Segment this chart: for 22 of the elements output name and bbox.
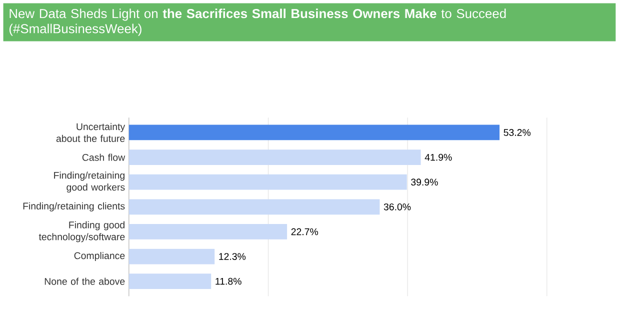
y-tick-label: Uncertainty about the future	[56, 122, 126, 142]
data-label: 22.7%	[291, 228, 318, 236]
bar	[128, 150, 421, 165]
bar	[128, 124, 500, 140]
data-label: 41.9%	[424, 154, 452, 161]
bar	[128, 199, 380, 215]
data-label: 12.3%	[219, 253, 246, 260]
bar	[128, 224, 288, 240]
y-tick-label: None of the above	[44, 278, 125, 285]
bar	[128, 274, 212, 289]
data-label: 53.2%	[504, 129, 531, 136]
chart-title: New Data Sheds Light on the Sacrifices Small Business Owners Make to Succeed (#SmallBusinessWeek)	[9, 8, 506, 36]
bar	[128, 248, 215, 264]
y-tick-label: Finding good technology/software	[38, 221, 125, 242]
y-tick-label: Cash flow	[82, 154, 126, 161]
data-label: 36.0%	[384, 203, 411, 210]
data-label: 11.8%	[216, 278, 242, 285]
bar	[128, 174, 407, 190]
data-label: 39.9%	[411, 178, 438, 186]
y-tick-label: Finding/retaining clients	[23, 202, 125, 212]
y-tick-label: Compliance	[74, 252, 125, 262]
y-tick-label: Finding/retaining good workers	[54, 172, 125, 193]
